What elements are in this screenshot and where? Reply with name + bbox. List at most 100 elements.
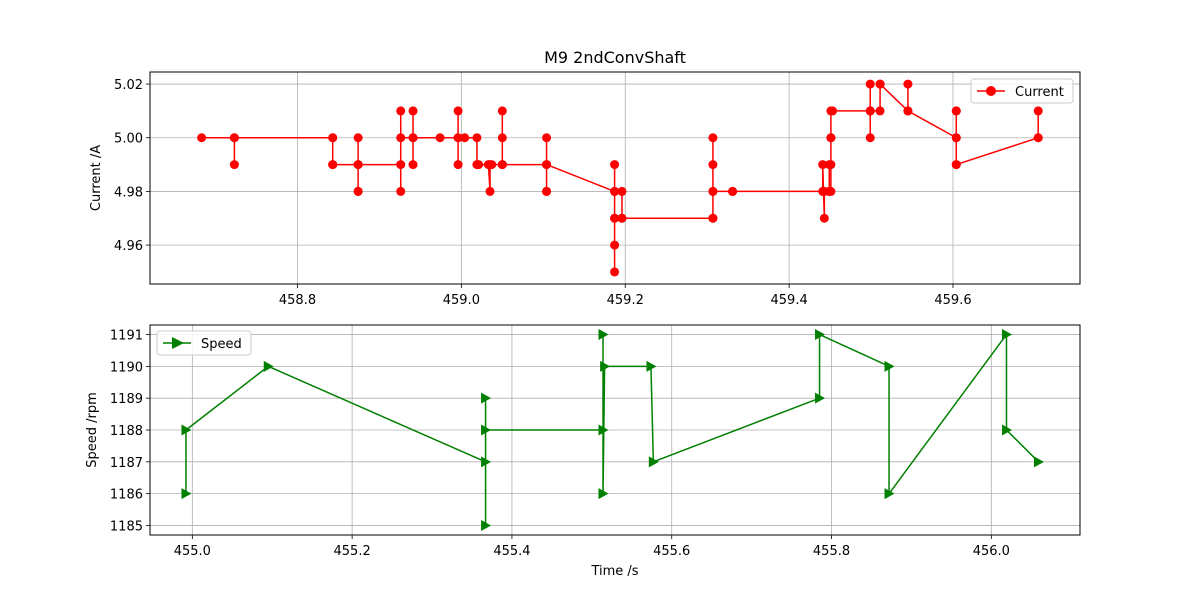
current-data-point xyxy=(951,106,961,116)
current-data-point xyxy=(610,213,620,223)
speed-y-axis-label: Speed /rpm xyxy=(85,392,100,468)
current-data-point xyxy=(865,133,875,143)
speed-x-tick-label: 455.0 xyxy=(174,544,211,559)
current-data-point xyxy=(728,186,738,196)
current-data-point xyxy=(542,160,552,170)
current-data-point xyxy=(396,186,406,196)
current-data-point xyxy=(610,240,620,250)
current-y-tick-label: 4.96 xyxy=(114,239,143,254)
current-data-point xyxy=(708,160,718,170)
current-data-point xyxy=(826,133,836,143)
speed-y-tick-label: 1185 xyxy=(110,519,143,534)
current-y-axis-label: Current /A xyxy=(89,145,104,211)
current-data-point xyxy=(903,79,913,89)
current-legend: Current xyxy=(970,78,1074,104)
current-data-point xyxy=(818,160,828,170)
current-chart-frame xyxy=(149,71,1081,285)
current-data-point xyxy=(453,106,463,116)
current-x-tick-label: 459.6 xyxy=(934,293,971,308)
speed-x-tick-label: 455.8 xyxy=(813,544,850,559)
current-x-tick-label: 459.2 xyxy=(607,293,644,308)
current-data-point xyxy=(408,160,418,170)
current-data-point xyxy=(610,160,620,170)
speed-x-tick-label: 455.2 xyxy=(334,544,371,559)
current-data-point xyxy=(328,160,338,170)
current-data-point xyxy=(826,160,836,170)
current-data-point xyxy=(435,133,445,143)
current-data-point xyxy=(865,79,875,89)
speed-legend-box xyxy=(156,330,252,356)
speed-chart-ticks: 455.0 455.2 455.4 455.6 455.8 456.0 1185 1186 11… xyxy=(110,329,1010,559)
current-x-tick-label: 459.0 xyxy=(443,293,480,308)
speed-y-tick-label: 1190 xyxy=(110,360,143,375)
speed-y-tick-label: 1189 xyxy=(110,392,143,407)
current-x-tick-label: 458.8 xyxy=(279,293,316,308)
speed-x-tick-label: 455.4 xyxy=(493,544,530,559)
time-x-axis-label: Time /s xyxy=(590,564,638,579)
current-data-point xyxy=(1033,133,1043,143)
current-data-point xyxy=(875,79,885,89)
current-series xyxy=(197,79,1043,277)
current-data-point xyxy=(328,133,338,143)
current-data-point xyxy=(485,186,495,196)
current-data-point xyxy=(865,106,875,116)
current-data-point xyxy=(1033,106,1043,116)
current-data-point xyxy=(617,213,627,223)
current-data-point xyxy=(353,160,363,170)
current-data-point xyxy=(951,133,961,143)
current-data-point xyxy=(460,133,470,143)
current-y-tick-label: 5.02 xyxy=(114,78,143,93)
speed-data-point xyxy=(600,360,611,372)
current-data-point xyxy=(197,133,207,143)
speed-legend-label: Speed xyxy=(201,337,242,352)
current-data-point xyxy=(542,133,552,143)
speed-y-tick-label: 1186 xyxy=(110,488,143,503)
speed-data-point xyxy=(598,488,609,500)
current-data-point xyxy=(708,213,718,223)
current-data-point xyxy=(229,133,239,143)
current-data-point xyxy=(610,267,620,277)
current-y-tick-label: 4.98 xyxy=(114,185,143,200)
current-data-point xyxy=(903,106,913,116)
current-y-tick-label: 5.00 xyxy=(114,132,143,147)
speed-x-tick-label: 455.6 xyxy=(653,544,690,559)
current-data-point xyxy=(497,133,507,143)
current-data-point xyxy=(408,133,418,143)
speed-data-point xyxy=(598,424,609,436)
speed-x-tick-label: 456.0 xyxy=(973,544,1010,559)
speed-data-point xyxy=(1033,456,1044,468)
current-data-point xyxy=(472,133,482,143)
current-data-point xyxy=(408,106,418,116)
speed-legend-marker xyxy=(172,337,184,349)
current-data-point xyxy=(708,186,718,196)
current-data-point xyxy=(617,186,627,196)
speed-data-point xyxy=(481,456,492,468)
current-data-point xyxy=(396,160,406,170)
speed-data-point xyxy=(481,519,492,531)
current-data-point xyxy=(708,133,718,143)
speed-data-point xyxy=(181,488,192,500)
speed-y-tick-label: 1187 xyxy=(110,456,143,471)
speed-data-point xyxy=(815,392,826,404)
current-data-point xyxy=(951,160,961,170)
current-data-point xyxy=(396,106,406,116)
speed-data-point xyxy=(646,360,657,372)
current-data-point xyxy=(875,106,885,116)
chart-title: M9 2ndConvShaft xyxy=(544,48,686,67)
current-data-point xyxy=(353,186,363,196)
speed-data-point xyxy=(884,360,895,372)
current-data-point xyxy=(487,160,497,170)
current-data-point xyxy=(497,106,507,116)
speed-data-point xyxy=(481,392,492,404)
current-data-point xyxy=(229,160,239,170)
speed-data-point xyxy=(1001,424,1012,436)
current-legend-label: Current xyxy=(1015,85,1064,100)
current-data-point xyxy=(474,160,484,170)
speed-data-point xyxy=(815,329,826,341)
current-chart-ticks: 458.8 459.0 459.2 459.4 459.6 4.96 4.98 5.00 5.0… xyxy=(114,78,972,308)
current-data-point xyxy=(497,160,507,170)
speed-data-point xyxy=(1001,329,1012,341)
speed-y-tick-label: 1188 xyxy=(110,424,143,439)
current-x-tick-label: 459.4 xyxy=(771,293,808,308)
